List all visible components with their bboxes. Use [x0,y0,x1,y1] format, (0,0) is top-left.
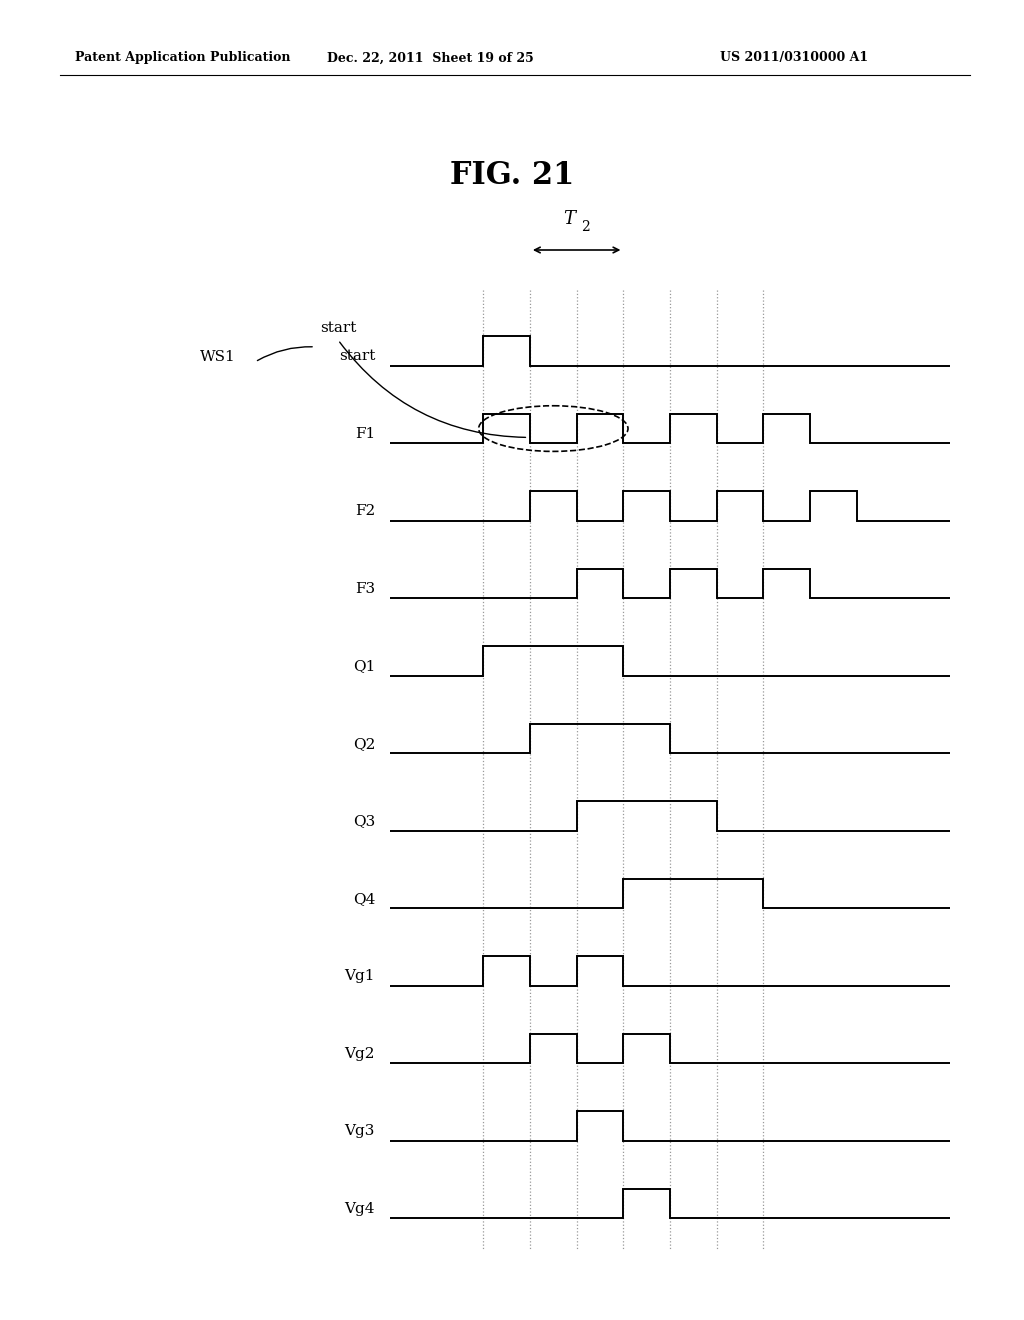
Text: F1: F1 [354,426,375,441]
Text: Vg3: Vg3 [345,1125,375,1138]
Text: Patent Application Publication: Patent Application Publication [75,51,291,65]
Text: T: T [562,210,574,228]
Text: US 2011/0310000 A1: US 2011/0310000 A1 [720,51,868,65]
Text: 2: 2 [581,220,590,234]
Text: F2: F2 [354,504,375,519]
Text: FIG. 21: FIG. 21 [450,160,574,190]
Text: Vg2: Vg2 [344,1047,375,1061]
Text: Q4: Q4 [352,892,375,906]
Text: Vg4: Vg4 [344,1203,375,1216]
Text: Q1: Q1 [352,660,375,673]
Text: Dec. 22, 2011  Sheet 19 of 25: Dec. 22, 2011 Sheet 19 of 25 [327,51,534,65]
Text: start: start [339,350,375,363]
Text: Q2: Q2 [352,737,375,751]
Text: Q3: Q3 [352,814,375,829]
Text: WS1: WS1 [200,350,236,364]
Text: Vg1: Vg1 [344,969,375,983]
Text: start: start [319,321,356,335]
Text: F3: F3 [355,582,375,595]
